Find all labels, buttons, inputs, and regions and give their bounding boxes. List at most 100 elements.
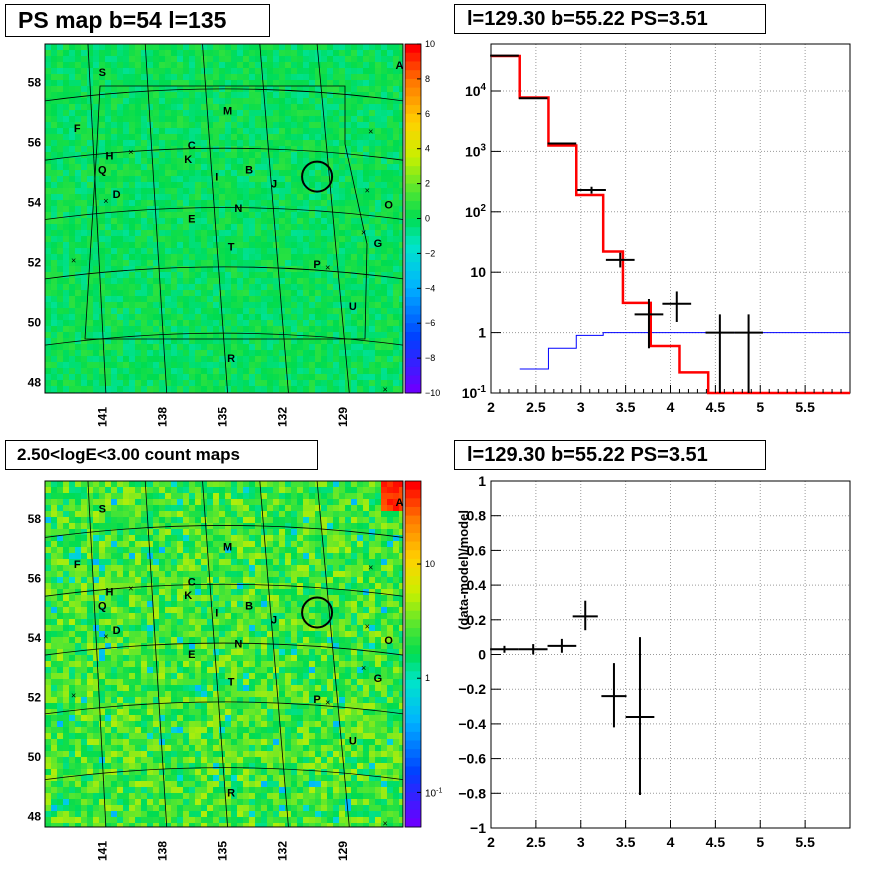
ps-map-target-circle	[301, 160, 334, 193]
residual-point-3	[572, 600, 598, 631]
count-map-source-c: C	[188, 576, 196, 588]
residual-ytick-5: 0	[478, 647, 486, 663]
spectrum-ytick-5: 104	[465, 82, 487, 99]
ps-map-ytick-50: 50	[28, 316, 42, 330]
residual-point-1	[518, 644, 548, 655]
count-map-grid	[44, 480, 404, 828]
residual-point-5	[625, 637, 655, 796]
ps-map-colorbar-tick-5: 0	[425, 214, 430, 224]
top-right-title: l=129.30 b=55.22 PS=3.51	[454, 4, 766, 34]
spectrum-data-point-5	[634, 298, 664, 349]
count-map-colorbar-tick-1: 1	[425, 673, 430, 683]
count-map-source-t: T	[228, 677, 235, 689]
count-map-source-r: R	[227, 787, 235, 799]
residual-ytick-8: −0.6	[458, 751, 486, 767]
ps-map-source-s: S	[99, 67, 106, 79]
ps-map-source-u: U	[349, 301, 357, 313]
ps-map-source-i: I	[215, 172, 218, 184]
count-map-ytick-52: 52	[28, 691, 42, 705]
count-map-source-a: A	[395, 497, 403, 509]
count-map-ytick-56: 56	[28, 572, 42, 586]
ps-map-cross-6: ×	[325, 262, 330, 272]
residual-xtick-3.5: 3.5	[616, 834, 636, 850]
ps-map-colorbar-tick-4: 2	[425, 179, 430, 189]
ps-map-colorbar-tick-2: 6	[425, 109, 430, 119]
count-map-ytick-48: 48	[28, 810, 42, 824]
ps-map-source-f: F	[74, 123, 81, 135]
ps-map-source-m: M	[223, 105, 232, 117]
residual-point-4	[601, 663, 627, 728]
count-map-xtick-138: 138	[155, 841, 169, 861]
ps-map	[45, 44, 403, 393]
ps-map-source-j: J	[271, 179, 277, 191]
ps-map-ytick-56: 56	[28, 135, 42, 149]
count-map-cross-2: ×	[365, 621, 370, 631]
count-map-source-g: G	[374, 673, 383, 685]
ps-map-colorbar-tick-7: −4	[425, 283, 435, 293]
count-map-source-u: U	[349, 736, 357, 748]
count-map-colorbar	[404, 480, 422, 828]
ps-map-grid	[44, 43, 404, 394]
residual-point-0	[490, 645, 519, 653]
residual-xtick-4.5: 4.5	[706, 834, 726, 850]
bottom-right-title: l=129.30 b=55.22 PS=3.51	[454, 440, 766, 470]
bottom-left-title: 2.50<logE<3.00 count maps	[5, 440, 318, 470]
count-map-cross-4: ×	[71, 691, 76, 701]
spectrum-xtick-3.5: 3.5	[616, 399, 636, 415]
count-map	[45, 481, 403, 827]
residual-ytick-3: 0.4	[467, 577, 487, 593]
ps-map-frame	[44, 43, 404, 394]
spectrum-xtick-5: 5	[756, 399, 764, 415]
ps-map-ytick-58: 58	[28, 75, 42, 89]
spectrum-data-point-4	[605, 252, 635, 268]
ps-map-cross-3: ×	[103, 196, 108, 206]
ps-map-xtick-138: 138	[155, 407, 169, 427]
spectrum-xtick-2: 2	[487, 399, 495, 415]
count-map-cross-5: ×	[361, 663, 366, 673]
count-map-source-j: J	[271, 614, 277, 626]
top-left-title: PS map b=54 l=135	[5, 4, 270, 37]
residual-ytick-7: −0.4	[458, 716, 486, 732]
ps-map-ytick-52: 52	[28, 255, 42, 269]
spectrum-xtick-3: 3	[577, 399, 585, 415]
residual-xtick-5: 5	[756, 834, 764, 850]
ps-map-xtick-132: 132	[276, 407, 290, 427]
ps-map-source-h: H	[105, 151, 113, 163]
count-map-source-i: I	[215, 607, 218, 619]
residual-ytick-1: 0.8	[467, 508, 487, 524]
count-map-cross-7: ×	[382, 819, 387, 829]
count-map-ytick-50: 50	[28, 750, 42, 764]
count-map-source-q: Q	[98, 601, 107, 613]
count-map-source-f: F	[74, 559, 81, 571]
ps-map-source-n: N	[234, 203, 242, 215]
residual-ytick-2: 0.6	[467, 542, 487, 558]
count-map-cross-1: ×	[368, 563, 373, 573]
count-map-source-s: S	[99, 504, 106, 516]
ps-map-source-o: O	[384, 200, 393, 212]
ps-map-colorbar-tick-3: 4	[425, 144, 430, 154]
ps-map-colorbar-tick-8: −6	[425, 318, 435, 328]
ps-map-cross-0: ×	[128, 147, 133, 157]
spectrum-xtick-4.5: 4.5	[706, 399, 726, 415]
residual-ytick-10: −1	[470, 820, 486, 836]
ps-map-source-c: C	[188, 140, 196, 152]
ps-map-source-e: E	[188, 214, 195, 226]
count-map-cross-0: ×	[128, 583, 133, 593]
count-map-colorbar-tick-0: 10	[425, 559, 435, 569]
spectrum-ytick-4: 103	[465, 142, 487, 159]
residual-ytick-9: −0.8	[458, 785, 486, 801]
count-map-xtick-129: 129	[336, 841, 350, 861]
ps-map-colorbar-tick-10: −10	[425, 388, 440, 398]
count-map-source-b: B	[245, 601, 253, 613]
count-map-source-n: N	[234, 639, 242, 651]
count-map-xtick-141: 141	[95, 841, 109, 861]
count-map-frame	[44, 480, 404, 828]
ps-map-source-g: G	[374, 238, 383, 250]
ps-map-colorbar	[404, 43, 422, 394]
ps-map-source-k: K	[184, 154, 192, 166]
spectrum-ytick-2: 10	[470, 264, 486, 280]
residual-xtick-2.5: 2.5	[526, 834, 546, 850]
ps-map-cross-4: ×	[71, 255, 76, 265]
spectrum-data-point-8	[734, 314, 763, 393]
ps-map-source-b: B	[245, 165, 253, 177]
